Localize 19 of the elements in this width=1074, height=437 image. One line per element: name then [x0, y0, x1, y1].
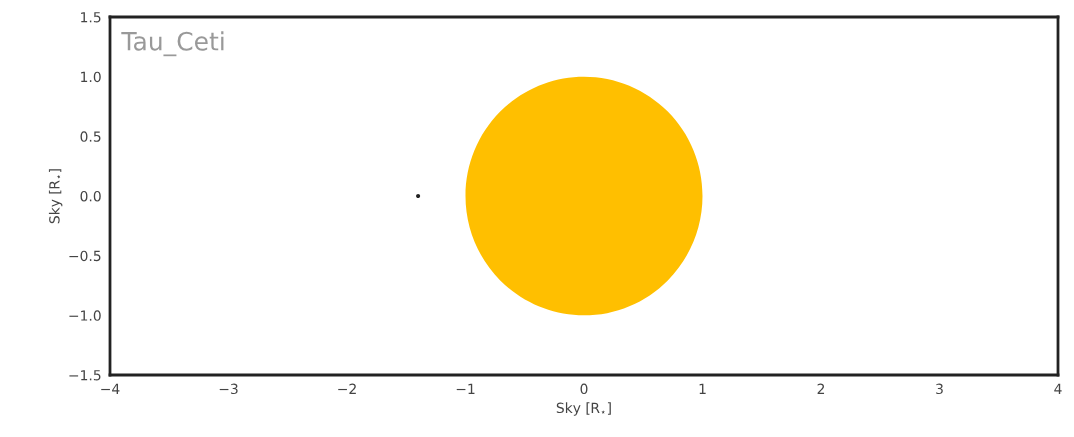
y-tick-label: 1.0: [81, 71, 101, 83]
annotation: Tau_Ceti: [121, 31, 224, 57]
x-tick-label: 4: [1054, 383, 1062, 394]
x-tick-label: −1: [456, 383, 475, 394]
x-tick-label: −3: [219, 383, 238, 395]
y-tick-label: −1.0: [69, 310, 101, 321]
y-tick-label: −1.5: [69, 370, 101, 381]
x-tick-label: −2: [338, 383, 356, 394]
y-tick-label: 1.5: [81, 12, 101, 23]
y-tick-label: −0.5: [69, 250, 101, 262]
x-axis-title: Sky [R$_{⋆}$]: [556, 402, 611, 416]
y-tick-label: 0.5: [80, 131, 101, 142]
y-axis-title: Sky [R$_{⋆}$]: [48, 169, 63, 224]
x-tick-label: −4: [101, 383, 120, 394]
y-tick-label: 0.0: [80, 190, 101, 202]
x-tick-label: 2: [817, 383, 825, 394]
x-tick-label: 3: [936, 383, 943, 395]
x-tick-label: 0: [580, 383, 588, 395]
x-tick-label: 1: [699, 383, 706, 394]
